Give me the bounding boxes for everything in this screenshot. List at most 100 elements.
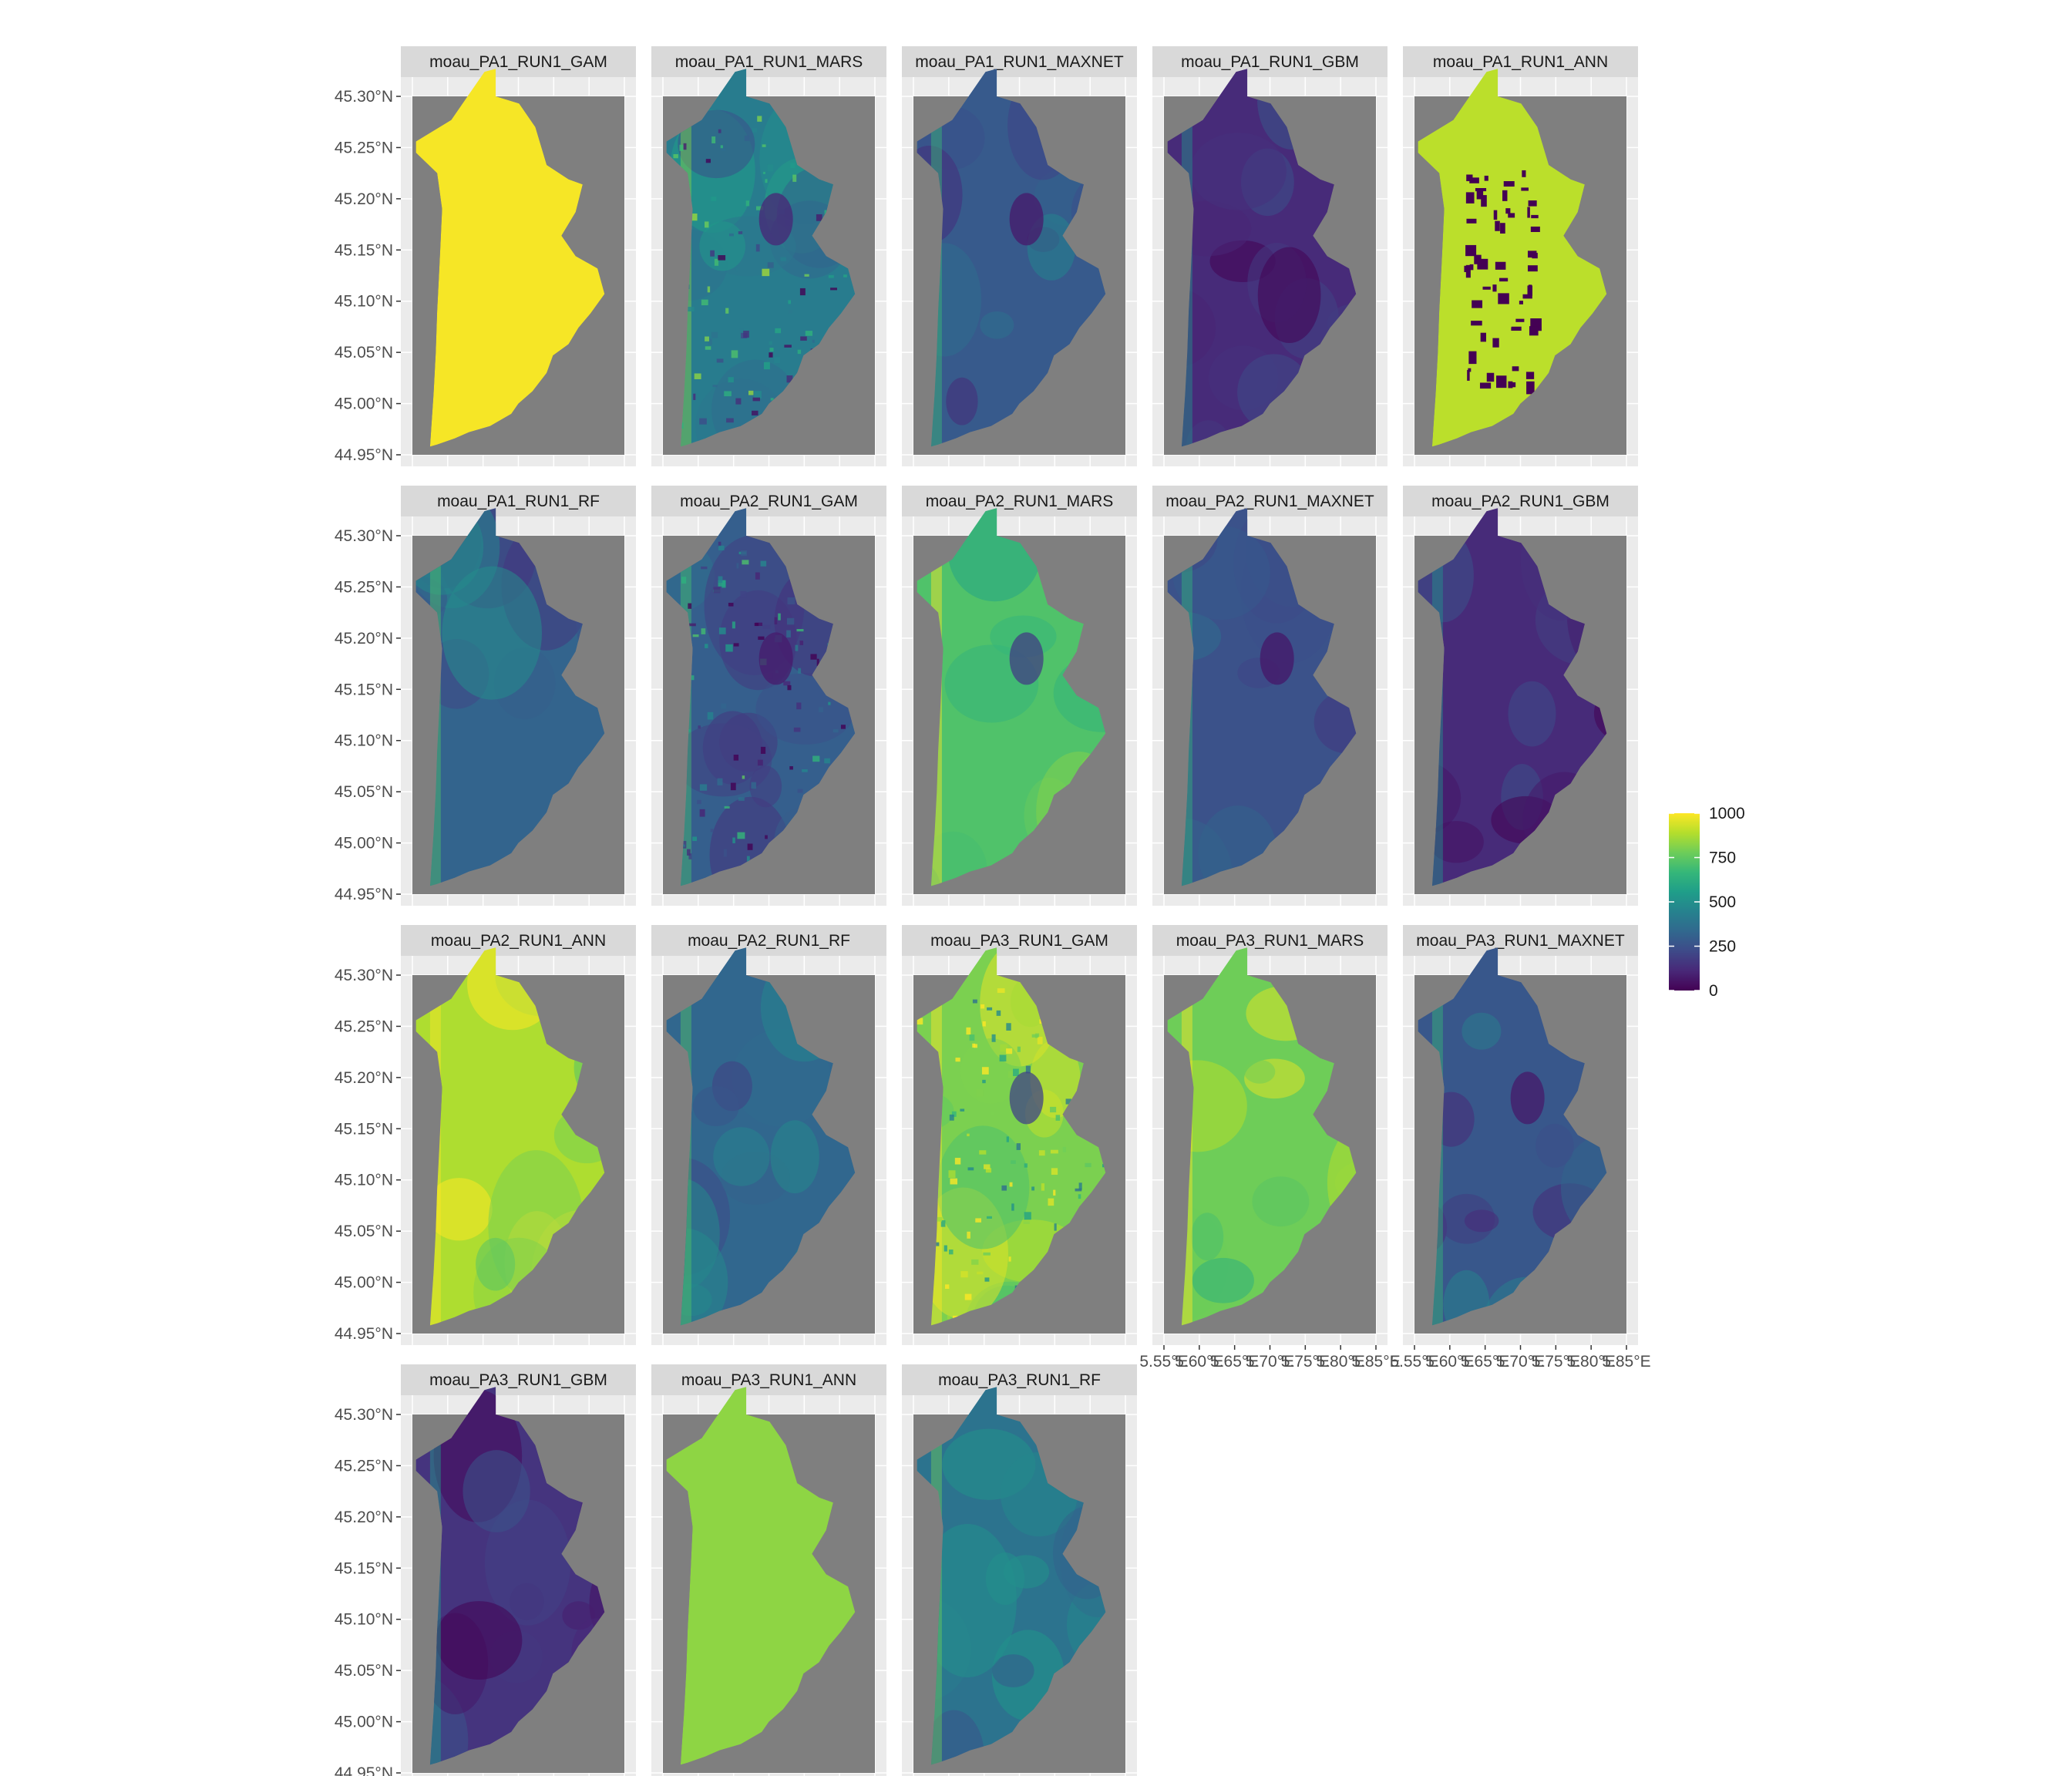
raster-speckle <box>730 782 736 791</box>
raster-speckle <box>683 143 687 150</box>
raster-speckle <box>976 1089 984 1097</box>
raster-speckle <box>1528 200 1537 207</box>
raster-speckle <box>954 1158 961 1165</box>
y-tick-label: 45.25°N <box>335 578 393 596</box>
raster-speckle <box>1519 301 1523 304</box>
raster-speckle <box>775 328 782 334</box>
facet-moau-pa2-run1-gam: moau_PA2_RUN1_GAM <box>651 486 886 906</box>
facet-title: moau_PA2_RUN1_MARS <box>926 493 1114 510</box>
raster-speckle <box>1527 265 1538 272</box>
raster-speckle <box>769 341 772 345</box>
raster-speckle <box>1013 1068 1019 1077</box>
raster-fill <box>666 1387 856 1765</box>
raster-speckle <box>917 1018 923 1025</box>
raster-speckle <box>794 678 799 685</box>
raster-speckle <box>1055 1115 1061 1121</box>
facet-title: moau_PA2_RUN1_ANN <box>431 932 606 950</box>
raster-speckle <box>1527 207 1530 218</box>
facet-strip <box>1403 486 1638 516</box>
facet-strip <box>651 486 886 516</box>
raster-patch <box>919 831 987 886</box>
raster-speckle <box>1525 372 1535 379</box>
raster-speckle <box>824 758 830 764</box>
raster-speckle <box>950 1178 958 1185</box>
raster-speckle <box>1075 1188 1082 1192</box>
raster-speckle <box>974 1044 977 1048</box>
raster-speckle <box>784 345 792 348</box>
raster-speckle <box>714 258 719 266</box>
raster-speckle <box>1530 226 1540 232</box>
raster-speckle <box>738 328 744 334</box>
raster-speckle <box>1016 1143 1021 1150</box>
raster-speckle <box>984 1277 990 1282</box>
legend-tick-label: 500 <box>1709 893 1736 911</box>
raster-speckle <box>985 1168 992 1173</box>
raster-speckle <box>949 1114 954 1121</box>
raster-patch <box>1243 1059 1276 1084</box>
raster-speckle <box>742 560 749 565</box>
raster-patch <box>1418 759 1462 837</box>
raster-patch <box>666 1228 728 1326</box>
raster-patch <box>510 1583 544 1620</box>
raster-speckle <box>699 809 705 817</box>
facet-moau-pa1-run1-mars: moau_PA1_RUN1_MARS <box>651 46 886 466</box>
raster-speckle <box>726 418 734 423</box>
raster-speckle <box>935 1216 943 1222</box>
facet-title: moau_PA3_RUN1_MAXNET <box>1416 932 1625 950</box>
raster-speckle <box>783 681 791 686</box>
raster-speckle <box>1025 1065 1031 1074</box>
raster-speckle <box>1472 300 1483 308</box>
raster-speckle <box>723 849 727 857</box>
raster-speckle <box>975 1218 982 1223</box>
raster-speckle <box>707 286 711 293</box>
x-tick-label: 5.75°E <box>1281 1353 1330 1371</box>
raster-speckle <box>705 346 711 350</box>
raster-speckle <box>1000 1044 1008 1052</box>
x-tick-label: 5.80°E <box>1317 1353 1365 1371</box>
raster-speckle <box>765 835 768 839</box>
raster-speckle <box>1508 213 1515 218</box>
raster-speckle <box>981 1067 989 1075</box>
raster-speckle <box>778 613 781 621</box>
raster-speckle <box>1495 261 1506 270</box>
raster-speckle <box>708 338 712 345</box>
raster-speckle <box>757 116 762 122</box>
raster-speckle <box>1498 293 1509 304</box>
y-tick-label: 45.25°N <box>335 1018 393 1035</box>
y-tick-label: 44.95°N <box>335 446 393 464</box>
raster-speckle <box>743 331 749 338</box>
raster-speckle <box>752 128 758 133</box>
raster-speckle <box>1009 1182 1013 1187</box>
raster-speckle <box>819 707 823 712</box>
raster-speckle <box>722 580 726 588</box>
raster-patch <box>1314 691 1357 754</box>
facet-strip <box>401 925 636 956</box>
facet-title: moau_PA2_RUN1_GBM <box>1431 493 1610 510</box>
raster-speckle <box>701 566 708 570</box>
raster-speckle <box>940 1220 946 1227</box>
raster-speckle <box>1526 381 1535 395</box>
raster-speckle <box>1078 1194 1081 1199</box>
raster-speckle <box>742 775 745 779</box>
raster-speckle <box>767 164 774 172</box>
raster-speckle <box>1024 1212 1031 1220</box>
raster-speckle <box>770 398 774 401</box>
y-tick-label: 45.00°N <box>335 395 393 413</box>
raster-speckle <box>757 759 763 766</box>
y-tick-label: 45.20°N <box>335 1069 393 1087</box>
raster-speckle <box>724 391 732 397</box>
raster-speckle <box>1502 190 1508 201</box>
facet-title: moau_PA3_RUN1_ANN <box>681 1371 856 1389</box>
x-tick-label: 5.55°E <box>1390 1353 1438 1371</box>
raster-speckle <box>738 231 743 234</box>
facet-moau-pa2-run1-gbm: moau_PA2_RUN1_GBM <box>1403 486 1638 906</box>
y-tick-label: 45.00°N <box>335 1274 393 1292</box>
raster-speckle <box>718 255 726 261</box>
raster-speckle <box>747 843 753 850</box>
raster-speckle <box>754 623 759 627</box>
raster-urban-zone <box>1510 1071 1545 1125</box>
raster-urban-zone <box>1009 1071 1044 1125</box>
raster-speckle <box>964 1293 972 1300</box>
x-tick-label: 5.80°E <box>1567 1353 1616 1371</box>
raster-patch <box>462 1450 530 1532</box>
